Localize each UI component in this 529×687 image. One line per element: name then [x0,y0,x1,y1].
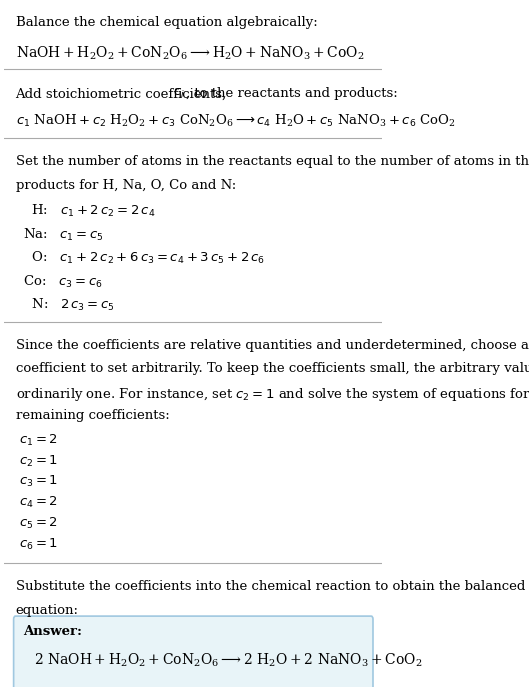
Text: $c_3 = 1$: $c_3 = 1$ [19,474,58,489]
Text: Substitute the coefficients into the chemical reaction to obtain the balanced: Substitute the coefficients into the che… [15,581,525,594]
Text: $c_1\ \mathregular{NaOH} + c_2\ \mathregular{H_2O_2} + c_3\ \mathregular{CoN_2O_: $c_1\ \mathregular{NaOH} + c_2\ \mathreg… [15,113,455,129]
Text: $c_1 = 2$: $c_1 = 2$ [19,432,58,447]
Text: ordinarily one. For instance, set $c_2 = 1$ and solve the system of equations fo: ordinarily one. For instance, set $c_2 =… [15,385,529,403]
Text: O:   $c_1 + 2\,c_2 + 6\,c_3 = c_4 + 3\,c_5 + 2\,c_6$: O: $c_1 + 2\,c_2 + 6\,c_3 = c_4 + 3\,c_5… [23,250,266,266]
Text: products for H, Na, O, Co and N:: products for H, Na, O, Co and N: [15,179,236,192]
Text: Set the number of atoms in the reactants equal to the number of atoms in the: Set the number of atoms in the reactants… [15,155,529,168]
Text: Add stoichiometric coefficients,: Add stoichiometric coefficients, [15,87,231,100]
FancyBboxPatch shape [14,616,373,687]
Text: Balance the chemical equation algebraically:: Balance the chemical equation algebraica… [15,16,317,30]
Text: $c_i$: $c_i$ [172,87,184,100]
Text: H:   $c_1 + 2\,c_2 = 2\,c_4$: H: $c_1 + 2\,c_2 = 2\,c_4$ [23,203,156,219]
Text: $c_5 = 2$: $c_5 = 2$ [19,516,58,531]
Text: remaining coefficients:: remaining coefficients: [15,409,169,422]
Text: $\mathregular{NaOH + H_2O_2 + CoN_2O_6 \longrightarrow H_2O + NaNO_3 + CoO_2}$: $\mathregular{NaOH + H_2O_2 + CoN_2O_6 \… [15,44,364,62]
Text: Co:   $c_3 = c_6$: Co: $c_3 = c_6$ [23,273,103,289]
Text: coefficient to set arbitrarily. To keep the coefficients small, the arbitrary va: coefficient to set arbitrarily. To keep … [15,362,529,375]
Text: $c_4 = 2$: $c_4 = 2$ [19,495,58,510]
Text: Answer:: Answer: [23,625,82,638]
Text: $c_2 = 1$: $c_2 = 1$ [19,453,58,469]
Text: equation:: equation: [15,604,78,617]
Text: Since the coefficients are relative quantities and underdetermined, choose a: Since the coefficients are relative quan… [15,339,528,352]
Text: Na:   $c_1 = c_5$: Na: $c_1 = c_5$ [23,227,104,243]
Text: N:   $2\,c_3 = c_5$: N: $2\,c_3 = c_5$ [23,297,115,313]
Text: $c_6 = 1$: $c_6 = 1$ [19,537,58,552]
Text: $\mathregular{2\ NaOH + H_2O_2 + CoN_2O_6 \longrightarrow 2\ H_2O + 2\ NaNO_3 + : $\mathregular{2\ NaOH + H_2O_2 + CoN_2O_… [34,651,423,668]
Text: , to the reactants and products:: , to the reactants and products: [186,87,397,100]
